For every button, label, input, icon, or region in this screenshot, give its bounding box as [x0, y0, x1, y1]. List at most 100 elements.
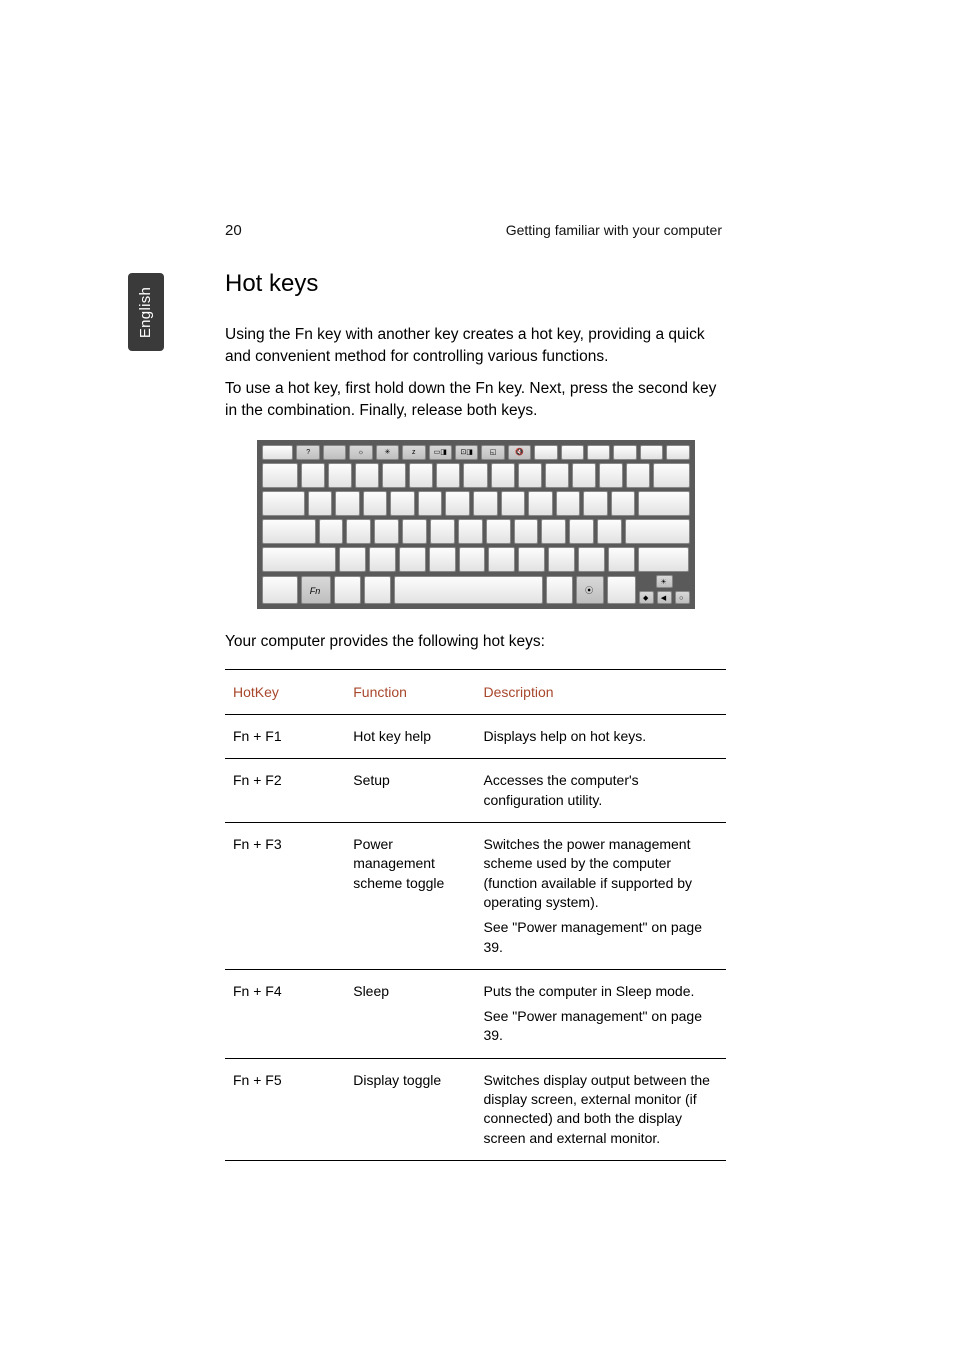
key-fn: Fn [301, 576, 331, 604]
key: ✳ [376, 445, 399, 460]
key-glyph-icon: ✳ [384, 449, 390, 456]
vol-left-icon: ◀ [661, 595, 666, 602]
key [638, 547, 690, 572]
key [369, 547, 396, 572]
key [262, 445, 294, 460]
key [638, 491, 689, 516]
language-tab: English [128, 273, 164, 351]
key [613, 445, 636, 460]
table-row: Fn + F1Hot key helpDisplays help on hot … [225, 715, 726, 759]
key [458, 519, 483, 544]
key-arrow-down: ◀ [657, 591, 672, 604]
cell-hotkey: Fn + F1 [225, 715, 345, 759]
vol-right-icon: ○ [679, 595, 683, 602]
key-win [334, 576, 361, 604]
key-glyph-icon: ⊡◨ [460, 449, 472, 456]
body-paragraph-1: Using the Fn key with another key create… [225, 324, 726, 368]
cell-function: Hot key help [345, 715, 475, 759]
section-title: Hot keys [225, 270, 726, 298]
cell-function: Display toggle [345, 1058, 475, 1160]
key [399, 547, 426, 572]
key [323, 445, 346, 460]
key [653, 463, 689, 488]
key [486, 519, 511, 544]
key [335, 491, 360, 516]
keyboard-row-1 [262, 463, 690, 488]
key [459, 547, 486, 572]
vol-down-icon: ◆ [643, 595, 648, 602]
keyboard-figure: ?☼✳z▭◨⊡◨◱🔇 Fn ⦿ [225, 440, 726, 609]
key-fn-label: Fn [310, 586, 321, 596]
key [363, 491, 388, 516]
key-wifi: ⦿ [576, 576, 603, 604]
key [569, 519, 594, 544]
keyboard-row-bottom: Fn ⦿ ☀ ◆ ◀ [262, 575, 690, 604]
cell-hotkey: Fn + F3 [225, 822, 345, 969]
description-paragraph: See "Power management" on page 39. [483, 1007, 718, 1046]
key [518, 547, 545, 572]
key [545, 463, 569, 488]
key [488, 547, 515, 572]
key [587, 445, 610, 460]
key [518, 463, 542, 488]
body-paragraph-2: To use a hot key, first hold down the Fn… [225, 378, 726, 422]
key-glyph-icon: ◱ [490, 449, 497, 456]
key [328, 463, 352, 488]
table-caption: Your computer provides the following hot… [225, 633, 726, 651]
col-header-function: Function [345, 670, 475, 715]
key: ▭◨ [429, 445, 452, 460]
key [346, 519, 371, 544]
keyboard-row-3 [262, 519, 690, 544]
key [445, 491, 470, 516]
col-header-description: Description [475, 670, 726, 715]
key [409, 463, 433, 488]
key [463, 463, 487, 488]
cell-function: Setup [345, 759, 475, 823]
key-arrow-left: ◆ [639, 591, 654, 604]
description-paragraph: Puts the computer in Sleep mode. [483, 982, 718, 1001]
key-glyph-icon: ▭◨ [434, 449, 447, 456]
key [262, 463, 298, 488]
key [436, 463, 460, 488]
cell-function: Power management scheme toggle [345, 822, 475, 969]
cell-description: Switches display output between the disp… [475, 1058, 726, 1160]
cell-hotkey: Fn + F2 [225, 759, 345, 823]
brightness-icon: ☀ [660, 579, 666, 586]
key [583, 491, 608, 516]
cell-description: Accesses the computer's configuration ut… [475, 759, 726, 823]
keyboard-row-2 [262, 491, 690, 516]
key [262, 491, 305, 516]
key-arrow-up: ☀ [656, 575, 673, 588]
key: ☼ [349, 445, 372, 460]
key [666, 445, 689, 460]
key [625, 519, 689, 544]
key: ? [296, 445, 319, 460]
key [599, 463, 623, 488]
col-header-hotkey: HotKey [225, 670, 345, 715]
description-paragraph: Accesses the computer's configuration ut… [483, 771, 718, 810]
key [319, 519, 344, 544]
running-head: Getting familiar with your computer [506, 222, 722, 238]
key [390, 491, 415, 516]
key [561, 445, 584, 460]
cell-description: Puts the computer in Sleep mode. See "Pow… [475, 969, 726, 1058]
cell-description: Displays help on hot keys. [475, 715, 726, 759]
key: ◱ [481, 445, 504, 460]
key [491, 463, 515, 488]
table-row: Fn + F5Display toggleSwitches display ou… [225, 1058, 726, 1160]
key [611, 491, 636, 516]
key [548, 547, 575, 572]
language-tab-label: English [138, 286, 155, 337]
table-row: Fn + F4SleepPuts the computer in Sleep m… [225, 969, 726, 1058]
key [541, 519, 566, 544]
keyboard: ?☼✳z▭◨⊡◨◱🔇 Fn ⦿ [257, 440, 695, 609]
key [578, 547, 605, 572]
key [301, 463, 325, 488]
key [514, 519, 539, 544]
key-menu [607, 576, 637, 604]
key: ⊡◨ [455, 445, 478, 460]
keyboard-row-4 [262, 547, 690, 572]
key [374, 519, 399, 544]
cell-description: Switches the power management scheme use… [475, 822, 726, 969]
key [430, 519, 455, 544]
